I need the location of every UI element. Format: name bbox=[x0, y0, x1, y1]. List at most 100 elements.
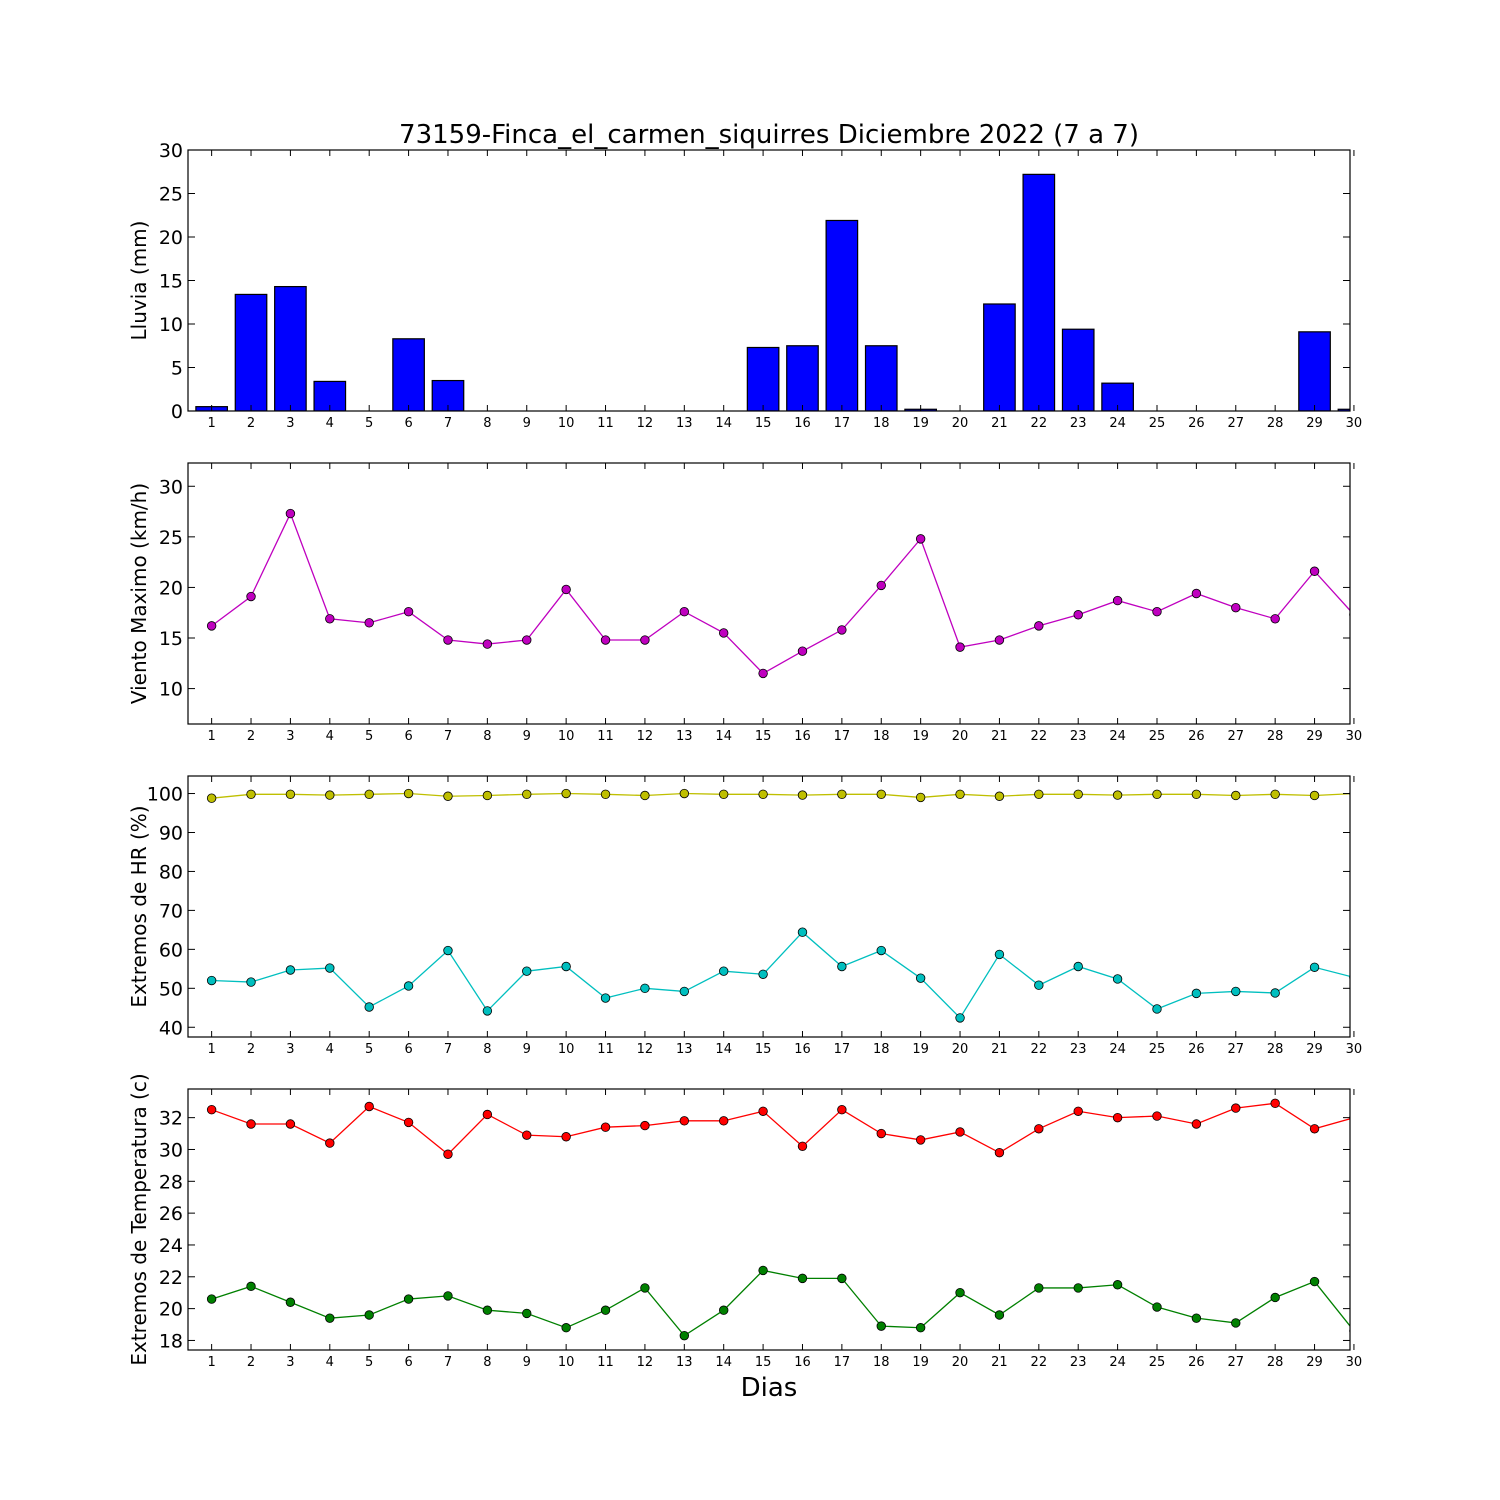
point-4-1-day-15 bbox=[758, 1106, 768, 1116]
point-3-1-day-30 bbox=[1349, 790, 1350, 797]
point-4-1-day-5 bbox=[364, 1101, 374, 1112]
point-2-1-day-23 bbox=[1073, 610, 1083, 620]
point-4-2-day-4 bbox=[325, 1313, 335, 1323]
point-2-1-day-19 bbox=[915, 534, 926, 544]
point-3-1-day-10 bbox=[561, 788, 571, 799]
xtick-label: 20 bbox=[952, 1042, 969, 1057]
xtick-label: 18 bbox=[873, 729, 890, 744]
point-3-2-day-19 bbox=[915, 973, 926, 983]
xtick-label: 5 bbox=[365, 729, 373, 744]
point-4-1-day-29 bbox=[1309, 1124, 1320, 1134]
point-3-2-day-13 bbox=[679, 986, 690, 997]
xtick-label: 13 bbox=[676, 416, 693, 431]
point-3-2-day-4 bbox=[325, 963, 335, 973]
bar-day-2 bbox=[234, 293, 268, 411]
point-4-2-day-20 bbox=[955, 1288, 965, 1298]
point-4-2-day-6 bbox=[403, 1294, 414, 1304]
point-4-1-day-25 bbox=[1152, 1111, 1162, 1121]
xtick-label: 22 bbox=[1031, 416, 1048, 431]
point-4-1-day-11 bbox=[600, 1122, 611, 1132]
point-2-1-day-14 bbox=[719, 628, 729, 638]
xtick-label: 22 bbox=[1031, 1042, 1048, 1057]
xtick-label: 9 bbox=[523, 1042, 531, 1057]
xtick-label: 25 bbox=[1149, 1355, 1166, 1370]
ytick-label: 22 bbox=[159, 1267, 183, 1289]
bar-day-29 bbox=[1298, 331, 1331, 411]
point-4-2-day-19 bbox=[915, 1323, 926, 1333]
xtick-label: 2 bbox=[247, 416, 255, 431]
point-3-1-day-26 bbox=[1191, 789, 1202, 800]
xtick-label: 1 bbox=[207, 1042, 215, 1057]
xtick-label: 29 bbox=[1306, 729, 1323, 744]
point-2-1-day-18 bbox=[876, 580, 886, 591]
point-4-2-day-8 bbox=[482, 1305, 493, 1315]
point-3-1-day-27 bbox=[1231, 790, 1241, 801]
point-3-1-day-4 bbox=[325, 790, 335, 800]
point-2-1-day-26 bbox=[1191, 588, 1202, 599]
ytick-label: 26 bbox=[159, 1203, 183, 1225]
axes-frame-4 bbox=[187, 1088, 1351, 1351]
ytick-label: 28 bbox=[159, 1171, 183, 1193]
ytick-label: 20 bbox=[159, 227, 183, 249]
xtick-label: 7 bbox=[444, 729, 452, 744]
xtick-label: 9 bbox=[523, 729, 531, 744]
ytick-label: 20 bbox=[159, 1299, 183, 1321]
xtick-label: 22 bbox=[1031, 729, 1048, 744]
axes-frame-2 bbox=[187, 462, 1351, 725]
ytick-label: 32 bbox=[159, 1108, 183, 1130]
point-3-2-day-9 bbox=[522, 966, 532, 976]
point-4-1-day-17 bbox=[837, 1104, 847, 1115]
point-3-2-day-24 bbox=[1112, 974, 1123, 984]
xtick-label: 2 bbox=[247, 1042, 255, 1057]
ytick-label: 20 bbox=[159, 577, 183, 599]
xtick-label: 21 bbox=[991, 729, 1008, 744]
xtick-label: 17 bbox=[834, 1042, 851, 1057]
xtick-label: 18 bbox=[873, 416, 890, 431]
point-3-2-day-2 bbox=[246, 977, 256, 987]
point-3-1-day-28 bbox=[1270, 789, 1280, 800]
point-4-2-day-13 bbox=[679, 1330, 690, 1341]
xtick-label: 26 bbox=[1188, 1042, 1205, 1057]
ytick-label: 25 bbox=[159, 527, 183, 549]
xtick-label: 3 bbox=[286, 416, 294, 431]
xtick-label: 12 bbox=[637, 1042, 654, 1057]
point-4-2-day-12 bbox=[640, 1283, 650, 1293]
ytick-label: 30 bbox=[159, 140, 183, 162]
point-4-2-day-16 bbox=[797, 1273, 808, 1284]
xtick-label: 10 bbox=[558, 1042, 575, 1057]
plot-area-4 bbox=[206, 1098, 1350, 1341]
point-2-1-day-28 bbox=[1270, 614, 1280, 624]
xtick-label: 10 bbox=[558, 416, 575, 431]
point-3-2-day-8 bbox=[482, 1006, 493, 1016]
point-3-2-day-20 bbox=[955, 1013, 965, 1023]
xtick-label: 2 bbox=[247, 729, 255, 744]
xtick-label: 30 bbox=[1346, 416, 1363, 431]
plot-area-1 bbox=[195, 173, 1350, 411]
bar-day-15 bbox=[746, 346, 780, 411]
series-line-2-1 bbox=[211, 511, 1350, 675]
point-2-1-day-22 bbox=[1034, 621, 1044, 631]
xtick-label: 15 bbox=[755, 729, 772, 744]
xtick-label: 29 bbox=[1306, 1042, 1323, 1057]
point-4-2-day-27 bbox=[1231, 1318, 1241, 1328]
bar-day-6 bbox=[392, 338, 425, 411]
xtick-label: 5 bbox=[365, 1355, 373, 1370]
point-2-1-day-13 bbox=[679, 607, 690, 617]
point-4-1-day-10 bbox=[561, 1132, 571, 1142]
point-3-2-day-18 bbox=[876, 945, 886, 956]
point-4-2-day-21 bbox=[994, 1310, 1005, 1320]
point-3-2-day-1 bbox=[206, 975, 217, 986]
point-3-1-day-21 bbox=[994, 791, 1005, 801]
xtick-label: 7 bbox=[444, 416, 452, 431]
xtick-label: 18 bbox=[873, 1042, 890, 1057]
ytick-label: 50 bbox=[159, 978, 183, 1000]
xtick-label: 23 bbox=[1070, 729, 1087, 744]
xtick-label: 28 bbox=[1267, 1042, 1284, 1057]
point-4-2-day-17 bbox=[837, 1273, 847, 1284]
xtick-label: 26 bbox=[1188, 729, 1205, 744]
xtick-label: 17 bbox=[834, 416, 851, 431]
xtick-label: 17 bbox=[834, 1355, 851, 1370]
point-3-1-day-29 bbox=[1309, 790, 1320, 801]
